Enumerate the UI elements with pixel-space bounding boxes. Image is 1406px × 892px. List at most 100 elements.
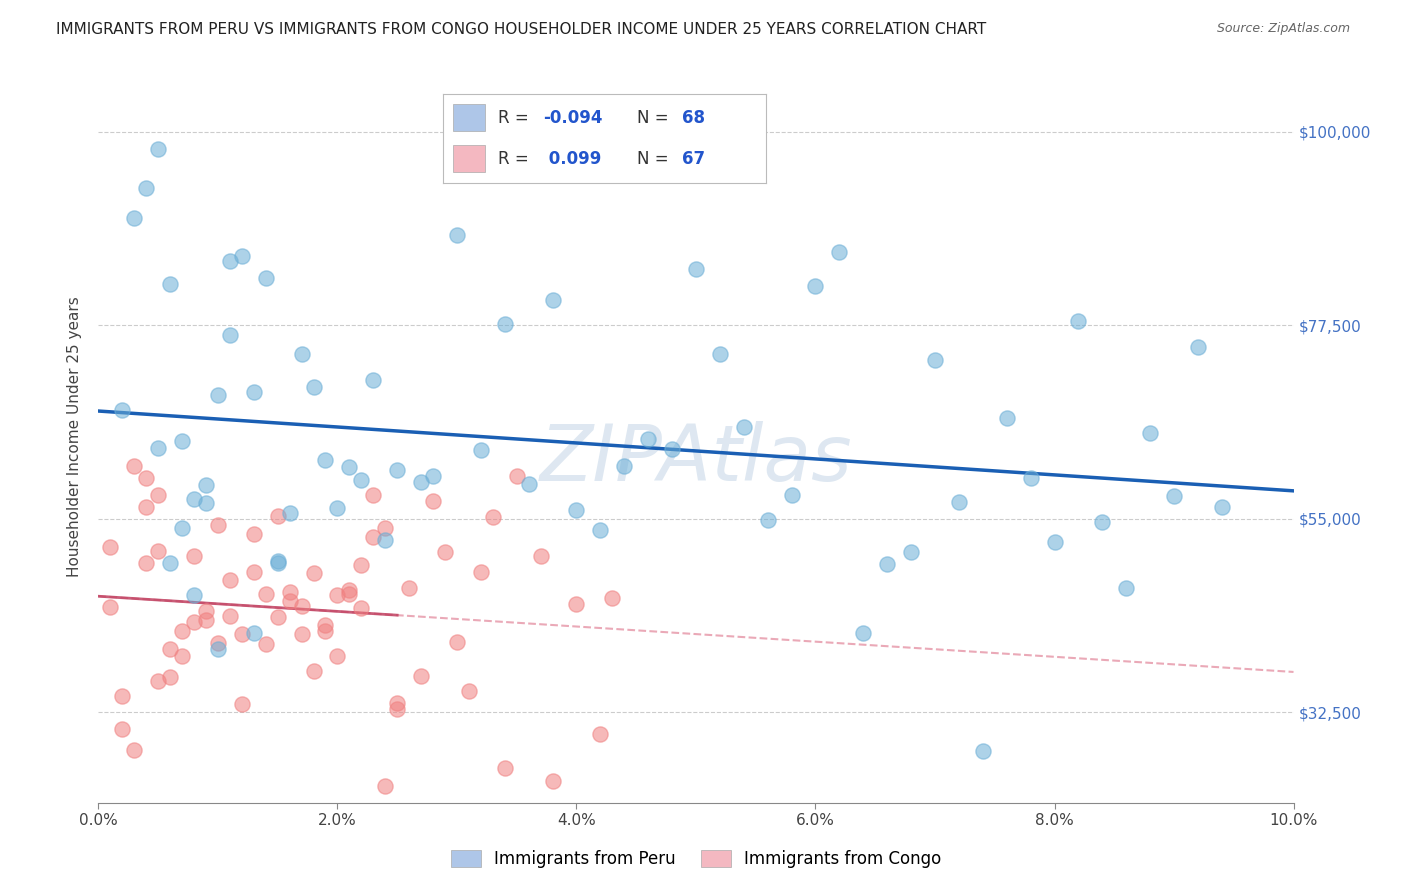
Point [183,589,205,603]
Point [231,249,253,263]
Point [148,674,170,689]
Point [339,583,361,598]
Point [446,634,468,648]
Point [972,744,994,758]
Point [302,566,325,580]
Point [207,636,229,650]
Point [470,443,492,458]
Text: Source: ZipAtlas.com: Source: ZipAtlas.com [1216,22,1350,36]
Point [302,379,325,393]
Point [219,609,242,624]
Point [589,523,612,537]
Point [1139,425,1161,440]
Point [291,627,314,641]
Point [876,557,898,571]
Point [195,604,218,618]
Point [446,227,468,242]
Point [363,530,385,544]
Text: R =: R = [498,109,534,127]
Point [135,500,157,514]
Point [374,533,396,547]
Point [709,346,731,360]
Point [159,642,181,657]
Text: R =: R = [498,150,534,168]
Text: ZIPAtlas: ZIPAtlas [540,421,852,497]
Point [124,743,146,757]
Point [685,262,707,277]
Point [637,432,659,446]
Point [195,478,218,492]
Point [422,469,444,483]
Text: N =: N = [637,109,673,127]
Point [948,494,970,508]
Point [135,181,157,195]
Point [780,488,803,502]
Point [1211,500,1233,515]
Point [207,388,229,402]
Point [385,697,409,711]
Point [363,488,385,502]
Point [315,624,337,638]
Text: N =: N = [637,150,673,168]
Point [291,347,314,361]
Point [278,593,301,607]
Point [267,554,290,568]
Point [339,587,361,601]
Point [243,385,266,400]
Point [172,624,194,639]
Point [470,565,492,579]
Point [135,556,157,570]
Point [900,545,922,559]
Point [231,627,253,641]
Text: -0.094: -0.094 [543,109,603,127]
Point [124,211,146,225]
Point [482,510,505,524]
Point [111,689,134,703]
Point [183,615,205,629]
Point [219,574,242,588]
Text: IMMIGRANTS FROM PERU VS IMMIGRANTS FROM CONGO HOUSEHOLDER INCOME UNDER 25 YEARS : IMMIGRANTS FROM PERU VS IMMIGRANTS FROM … [56,22,987,37]
Point [207,642,229,657]
Point [183,491,205,506]
Point [159,670,181,684]
Point [1091,515,1114,529]
Point [828,245,851,260]
Point [195,495,218,509]
Point [995,410,1018,425]
Point [111,403,134,417]
Point [517,476,540,491]
FancyBboxPatch shape [453,145,485,172]
Point [207,518,229,533]
Point [159,556,181,570]
Point [315,618,337,632]
Point [267,609,290,624]
Point [278,506,301,520]
Point [589,727,612,741]
Point [339,460,361,475]
Point [243,566,266,580]
Point [350,600,373,615]
Point [172,434,194,448]
Point [565,598,588,612]
Text: 68: 68 [682,109,706,127]
Point [219,327,242,342]
Point [1187,340,1209,354]
Point [326,500,349,515]
Point [243,527,266,541]
Point [254,637,277,651]
Point [506,469,529,483]
Point [302,665,325,679]
Point [661,442,683,456]
Point [195,613,218,627]
Point [363,373,385,387]
Point [804,279,827,293]
Point [602,591,624,605]
FancyBboxPatch shape [453,104,485,131]
Point [148,142,170,156]
Point [411,669,433,683]
Y-axis label: Householder Income Under 25 years: Householder Income Under 25 years [67,297,83,577]
Point [733,419,755,434]
Point [924,352,946,367]
Point [148,487,170,501]
Point [756,513,779,527]
